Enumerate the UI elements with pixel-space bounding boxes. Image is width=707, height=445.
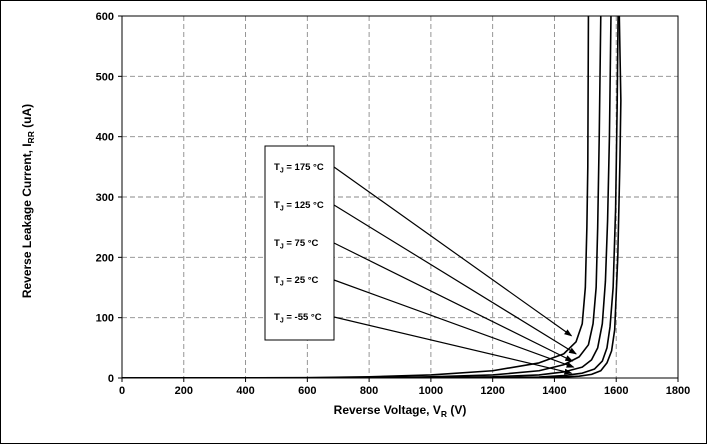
x-axis-title: Reverse Voltage, VR (V)	[334, 403, 467, 419]
legend-frame	[264, 145, 335, 341]
y-tick-label: 100	[96, 313, 114, 325]
x-tick-label: 1600	[604, 385, 628, 397]
y-tick-label: 600	[96, 11, 114, 23]
x-tick-label: 600	[298, 385, 316, 397]
y-axis-title-main: Reverse Leakage Current, I	[20, 143, 34, 298]
legend-leader-arrow-2	[333, 204, 577, 355]
y-tick-label: 400	[96, 132, 114, 144]
x-tick-label: 200	[175, 385, 193, 397]
x-tick-label: 1800	[666, 385, 690, 397]
x-tick-label: 1000	[419, 385, 443, 397]
x-axis-title-unit: (V)	[447, 403, 466, 417]
x-tick-label: 1400	[542, 385, 566, 397]
x-tick-label: 800	[360, 385, 378, 397]
legend-leader-arrow-1	[333, 166, 573, 337]
x-tick-labels: 0 200 400 600 800 1000 1200 1400 1600 1800	[119, 378, 690, 397]
y-axis-title-subscript: RR	[26, 131, 36, 143]
x-axis-title-main: Reverse Voltage, V	[334, 403, 441, 417]
series-line-1	[122, 16, 590, 378]
series-line-2	[122, 16, 602, 378]
y-tick-label: 500	[96, 71, 114, 83]
y-tick-label: 0	[108, 373, 114, 385]
series-line-5	[122, 16, 622, 378]
y-tick-labels: 0 100 200 300 400 500 600	[96, 11, 122, 385]
legend-label-2: TJ = 125 °C	[274, 200, 324, 213]
grid-lines	[122, 16, 678, 378]
series-lines	[122, 16, 622, 378]
legend-leader-arrow-3	[333, 242, 574, 362]
legend-label-3: TJ = 75 °C	[274, 238, 319, 251]
legend-label-1: TJ = 175 °C	[274, 162, 324, 175]
x-tick-label: 1200	[480, 385, 504, 397]
legend-label-4: TJ = 25 °C	[274, 275, 319, 288]
legend-label-5: TJ = -55 °C	[274, 312, 322, 325]
legend-leader-arrow-5	[333, 316, 573, 375]
x-tick-label: 0	[119, 385, 125, 397]
legend-leader-arrow-4	[333, 279, 575, 368]
x-tick-label: 400	[236, 385, 254, 397]
x-axis-title-subscript: R	[441, 409, 447, 419]
series-line-3	[122, 16, 612, 378]
y-tick-label: 200	[96, 252, 114, 264]
y-axis-title-unit: (uA)	[20, 104, 34, 131]
legend-box: TJ = 175 °C TJ = 125 °C TJ = 75 °C TJ = 25 …	[264, 145, 577, 375]
y-axis-title: Reverse Leakage Current, IRR (uA)	[20, 104, 36, 298]
y-tick-label: 300	[96, 192, 114, 204]
